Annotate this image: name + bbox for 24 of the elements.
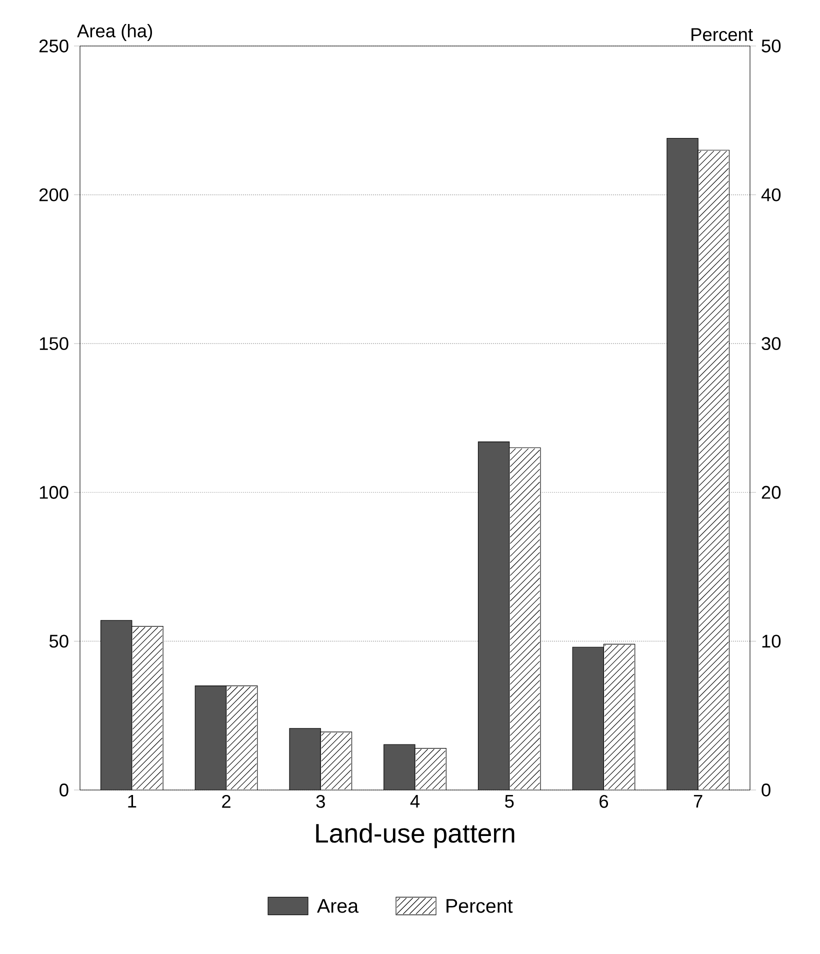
- y2-axis-title: Percent: [692, 28, 753, 42]
- y2-tick-label: 20: [762, 486, 781, 499]
- y-tick-label: 50: [49, 634, 68, 648]
- y-tick-label: 0: [60, 784, 68, 796]
- x-tick-label: 7: [694, 794, 702, 808]
- x-tick-label: 4: [410, 794, 420, 808]
- y2-tick-label: 40: [761, 188, 781, 202]
- y2-tick-label: 0: [762, 784, 770, 796]
- y-tick-label: 200: [39, 188, 68, 202]
- x-tick-label: 1: [128, 794, 136, 808]
- y-axis-title: Area (ha): [77, 24, 152, 42]
- legend-label: Area: [317, 899, 359, 913]
- x-tick-label: 6: [600, 794, 608, 808]
- y2-tick-label: 30: [762, 337, 781, 350]
- y-tick-label: 250: [39, 40, 68, 52]
- x-tick-label: 3: [316, 794, 325, 808]
- y2-tick-label: 10: [762, 634, 781, 648]
- y-tick-label: 150: [40, 337, 68, 350]
- y-tick-label: 100: [40, 486, 68, 499]
- y2-tick-label: 50: [762, 40, 781, 52]
- x-tick-label: 5: [505, 794, 514, 808]
- x-tick-label: 2: [222, 794, 230, 808]
- legend-label: Percent: [446, 899, 513, 913]
- x-axis-title: Land-use pattern: [316, 823, 514, 848]
